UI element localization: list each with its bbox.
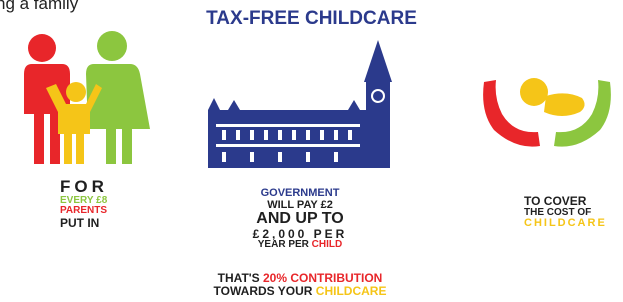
parliament-icon [208, 40, 392, 168]
text-line: AND UP TO [200, 211, 400, 228]
text-span: PUT IN [60, 216, 99, 230]
text-span: PARENTS [60, 205, 107, 216]
text-line: CHILDCARE [524, 218, 607, 230]
text-span: TOWARDS YOUR [214, 284, 316, 298]
family-icon [22, 31, 150, 164]
text-span: EVERY £8 [60, 195, 107, 206]
hands-icon [483, 78, 611, 147]
text-span: CHILDCARE [316, 284, 387, 298]
page: ng a family TAX-FREE CHILDCARE [0, 0, 623, 302]
text-span: AND UP TO [256, 210, 343, 227]
illustrations [0, 0, 623, 302]
text-span: WILL PAY £2 [267, 199, 333, 211]
text-line: TOWARDS YOUR CHILDCARE [200, 285, 400, 298]
text-line: FOR [60, 178, 108, 196]
text-span: YEAR PER [258, 239, 312, 250]
text-span: CHILDCARE [524, 217, 607, 229]
text-span: FOR [60, 177, 108, 196]
text-line: YEAR PER CHILD [200, 240, 400, 251]
text-span: GOVERNMENT [261, 187, 340, 199]
text-span: THE COST OF [524, 207, 591, 218]
text-span: CHILD [312, 239, 343, 250]
text-line: PUT IN [60, 217, 108, 230]
